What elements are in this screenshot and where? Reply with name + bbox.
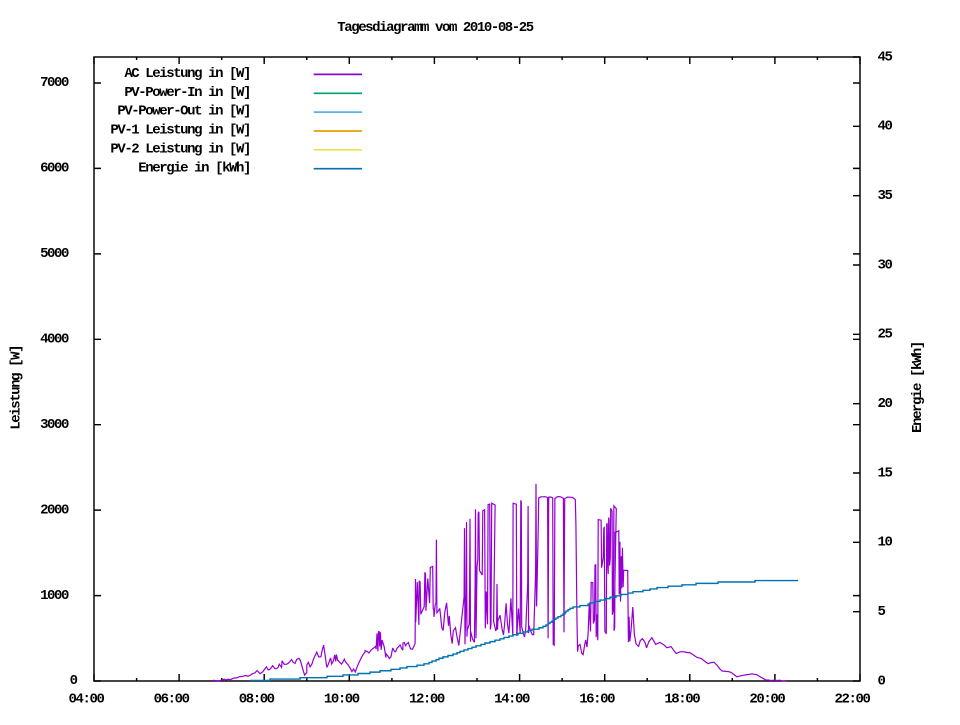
svg-text:20:00: 20:00 xyxy=(749,691,785,707)
svg-text:2000: 2000 xyxy=(40,502,69,518)
svg-text:PV-1 Leistung in [W]: PV-1 Leistung in [W] xyxy=(110,123,250,139)
svg-text:3000: 3000 xyxy=(40,417,69,433)
svg-text:35: 35 xyxy=(878,188,893,204)
svg-text:06:00: 06:00 xyxy=(154,691,190,707)
svg-text:18:00: 18:00 xyxy=(664,691,700,707)
svg-text:Energie in [kWh]: Energie in [kWh] xyxy=(138,160,250,176)
svg-text:20: 20 xyxy=(878,396,893,412)
svg-text:45: 45 xyxy=(878,49,893,65)
svg-text:10: 10 xyxy=(878,535,893,551)
svg-text:15: 15 xyxy=(878,465,893,481)
svg-text:40: 40 xyxy=(878,119,893,135)
svg-text:10:00: 10:00 xyxy=(324,691,360,707)
svg-text:Leistung [W]: Leistung [W] xyxy=(9,346,25,430)
svg-text:7000: 7000 xyxy=(40,75,69,91)
svg-text:5: 5 xyxy=(878,604,886,620)
svg-text:25: 25 xyxy=(878,327,893,343)
svg-text:12:00: 12:00 xyxy=(409,691,445,707)
svg-text:1000: 1000 xyxy=(40,588,69,604)
svg-text:Tagesdiagramm vom 2010-08-25: Tagesdiagramm vom 2010-08-25 xyxy=(337,20,533,36)
svg-text:PV-Power-Out in [W]: PV-Power-Out in [W] xyxy=(117,104,250,120)
svg-text:16:00: 16:00 xyxy=(579,691,615,707)
svg-text:6000: 6000 xyxy=(40,161,69,177)
svg-text:AC Leistung in [W]: AC Leistung in [W] xyxy=(124,66,250,82)
svg-text:PV-Power-In in [W]: PV-Power-In in [W] xyxy=(124,85,250,101)
svg-text:Energie [kWh]: Energie [kWh] xyxy=(910,342,926,433)
svg-text:5000: 5000 xyxy=(40,246,69,262)
svg-text:0: 0 xyxy=(70,673,78,689)
svg-text:04:00: 04:00 xyxy=(69,691,105,707)
svg-text:08:00: 08:00 xyxy=(239,691,275,707)
svg-text:22:00: 22:00 xyxy=(835,691,871,707)
svg-text:30: 30 xyxy=(878,257,893,273)
svg-text:4000: 4000 xyxy=(40,331,69,347)
svg-text:PV-2 Leistung in [W]: PV-2 Leistung in [W] xyxy=(110,141,250,157)
svg-text:0: 0 xyxy=(878,673,886,689)
svg-text:14:00: 14:00 xyxy=(494,691,530,707)
